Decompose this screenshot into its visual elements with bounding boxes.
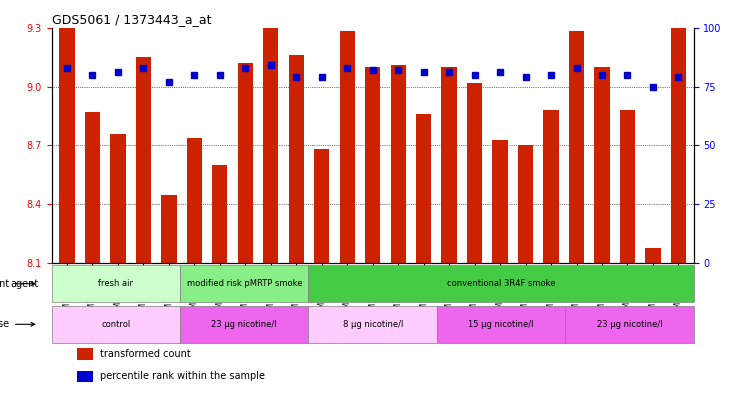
Bar	[492, 140, 508, 263]
FancyBboxPatch shape	[180, 266, 308, 302]
Text: agent: agent	[10, 279, 39, 289]
Text: 8 μg nicotine/l: 8 μg nicotine/l	[342, 320, 403, 329]
Bar	[289, 55, 304, 263]
Bar	[569, 31, 584, 263]
Text: modified risk pMRTP smoke: modified risk pMRTP smoke	[187, 279, 302, 288]
Bar	[77, 348, 94, 360]
Bar	[441, 67, 457, 263]
Text: 15 μg nicotine/l: 15 μg nicotine/l	[469, 320, 534, 329]
Bar	[620, 110, 635, 263]
Text: control: control	[101, 320, 131, 329]
Text: dose: dose	[0, 319, 35, 329]
FancyBboxPatch shape	[308, 306, 437, 343]
Bar	[365, 67, 380, 263]
Bar	[314, 149, 329, 263]
Text: transformed count: transformed count	[100, 349, 190, 359]
Bar	[339, 31, 355, 263]
FancyBboxPatch shape	[308, 266, 694, 302]
Bar	[263, 28, 278, 263]
Bar	[238, 63, 253, 263]
FancyBboxPatch shape	[52, 306, 180, 343]
Bar	[136, 57, 151, 263]
Bar	[110, 134, 125, 263]
Bar	[213, 165, 227, 263]
Bar	[671, 28, 686, 263]
Text: conventional 3R4F smoke: conventional 3R4F smoke	[446, 279, 556, 288]
Bar	[59, 28, 75, 263]
FancyBboxPatch shape	[437, 306, 565, 343]
Bar	[390, 65, 406, 263]
Bar	[161, 195, 176, 263]
Bar	[594, 67, 610, 263]
Text: 23 μg nicotine/l: 23 μg nicotine/l	[212, 320, 277, 329]
Bar	[85, 112, 100, 263]
Bar	[645, 248, 661, 263]
Bar	[187, 138, 202, 263]
Text: percentile rank within the sample: percentile rank within the sample	[100, 371, 265, 381]
Bar	[416, 114, 431, 263]
Text: GDS5061 / 1373443_a_at: GDS5061 / 1373443_a_at	[52, 13, 211, 26]
FancyBboxPatch shape	[52, 266, 180, 302]
Bar	[518, 145, 533, 263]
FancyBboxPatch shape	[565, 306, 694, 343]
Text: fresh air: fresh air	[98, 279, 134, 288]
Bar	[543, 110, 559, 263]
Text: agent: agent	[0, 279, 35, 289]
Bar	[77, 371, 94, 382]
FancyBboxPatch shape	[180, 306, 308, 343]
Text: 23 μg nicotine/l: 23 μg nicotine/l	[597, 320, 662, 329]
Bar	[467, 83, 482, 263]
